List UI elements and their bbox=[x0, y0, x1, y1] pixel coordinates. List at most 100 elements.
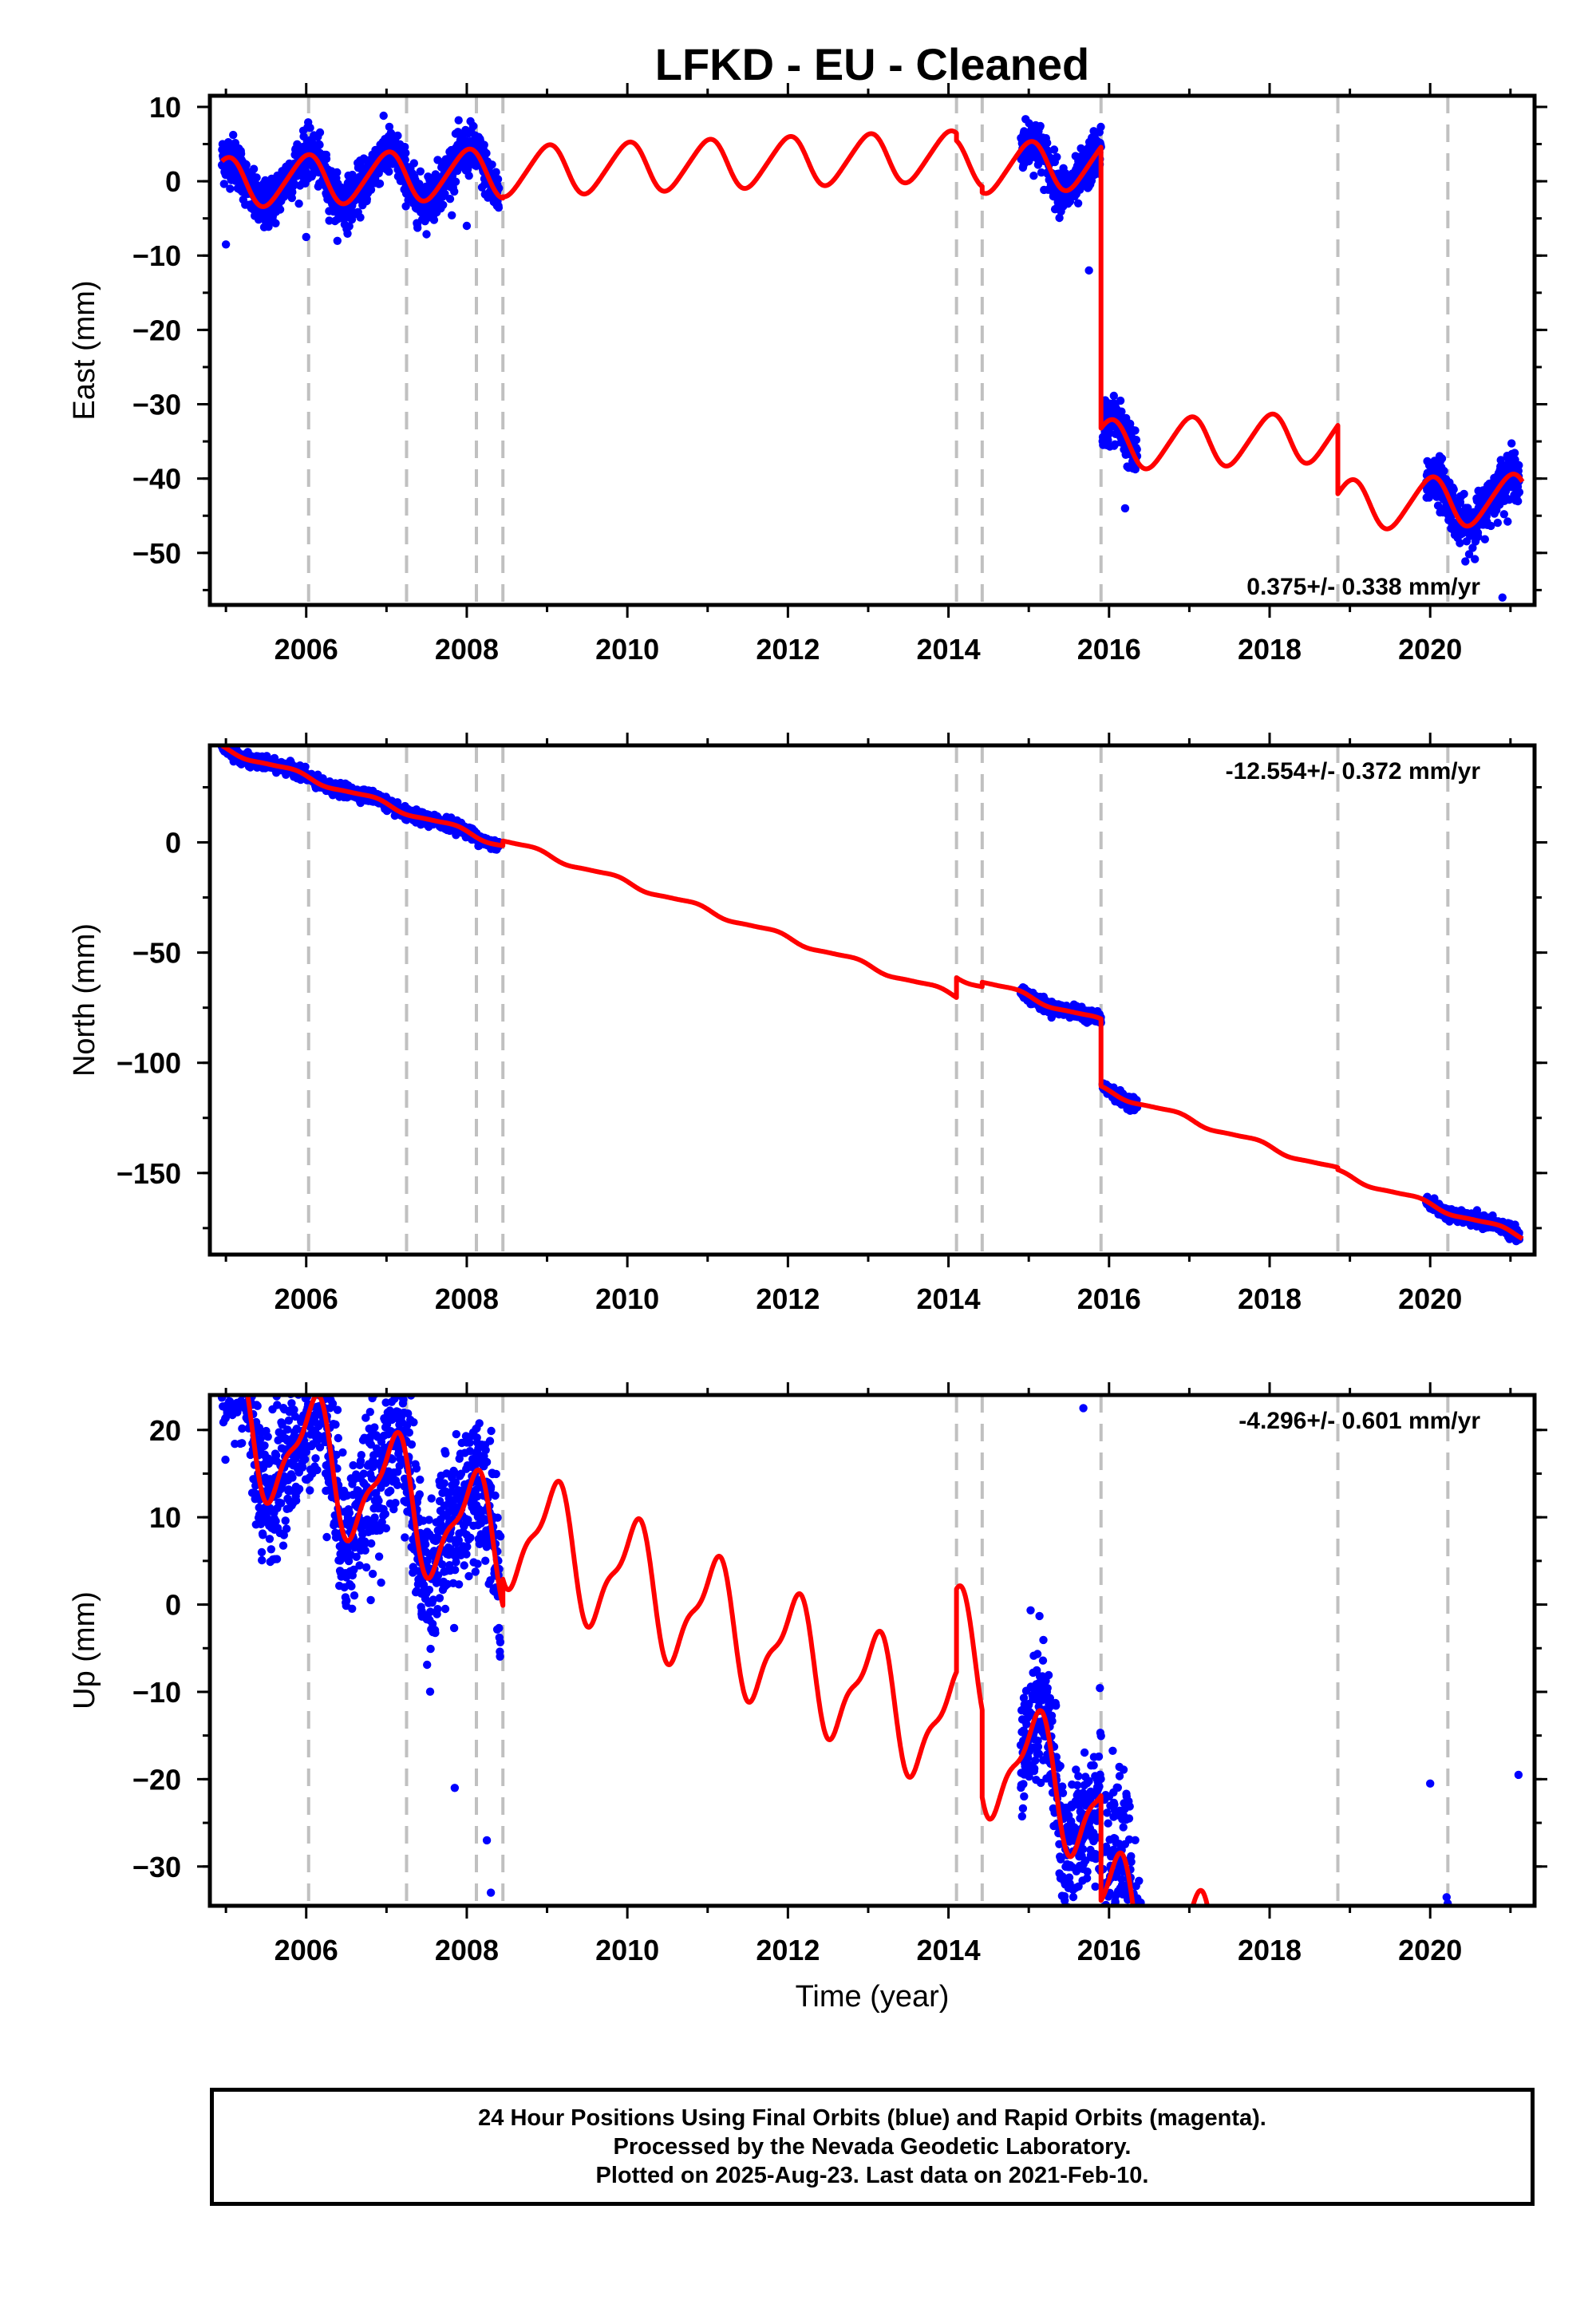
data-point-145 bbox=[250, 1306, 258, 1314]
data-point-85 bbox=[236, 1362, 244, 1369]
data-point-224 bbox=[267, 1545, 275, 1554]
data-point-6 bbox=[219, 1350, 227, 1358]
data-point-1624 bbox=[1096, 122, 1105, 132]
y-tick-label-0: 0 bbox=[165, 165, 181, 198]
data-point-21 bbox=[223, 1354, 231, 1362]
data-point-523 bbox=[333, 168, 342, 177]
y-tick-label-10: 10 bbox=[149, 91, 181, 124]
y-tick-label-0: 0 bbox=[165, 827, 181, 860]
data-point-14 bbox=[221, 1362, 229, 1369]
plot-frame bbox=[207, 93, 1537, 607]
data-point-1202 bbox=[482, 148, 491, 158]
data-point-3 bbox=[219, 1367, 227, 1375]
data-point-51 bbox=[229, 130, 238, 140]
data-point-1380 bbox=[1043, 138, 1052, 148]
data-point-1063 bbox=[451, 177, 460, 186]
data-point-75 bbox=[235, 1374, 243, 1382]
data-point-902 bbox=[416, 167, 425, 176]
data-point-2186 bbox=[1510, 449, 1519, 457]
data-point-835 bbox=[401, 148, 410, 157]
data-point-350 bbox=[294, 200, 303, 208]
data-point-1909 bbox=[1449, 485, 1458, 494]
outlier-point-5 bbox=[1498, 593, 1507, 602]
x-tick-label-2018: 2018 bbox=[1238, 633, 1302, 666]
data-point-367 bbox=[298, 1463, 307, 1472]
y-tick-label--50: −50 bbox=[132, 537, 181, 570]
data-point-99 bbox=[239, 1373, 247, 1381]
data-point-1979 bbox=[1464, 550, 1474, 559]
data-point-145 bbox=[249, 164, 259, 173]
data-point-45 bbox=[227, 1367, 235, 1375]
data-point-133 bbox=[247, 1346, 255, 1354]
data-point-321 bbox=[288, 1473, 297, 1482]
data-point-446 bbox=[315, 128, 325, 137]
data-point-162 bbox=[253, 1401, 262, 1410]
data-point-1779 bbox=[1132, 436, 1141, 445]
data-point-571 bbox=[343, 229, 352, 238]
data-point-54 bbox=[230, 1333, 238, 1341]
data-points bbox=[217, 745, 1524, 1246]
data-point-121 bbox=[244, 1377, 252, 1385]
data-point-2 bbox=[218, 1360, 226, 1368]
data-point-2020 bbox=[1474, 532, 1483, 541]
y-tick-label--50: −50 bbox=[132, 937, 181, 970]
x-tick-label-2006: 2006 bbox=[275, 633, 338, 666]
x-tick-label-2008: 2008 bbox=[435, 633, 499, 666]
data-point-1956 bbox=[1460, 489, 1468, 499]
data-point-56 bbox=[230, 1336, 238, 1344]
data-point-10 bbox=[219, 180, 228, 188]
data-point-111 bbox=[242, 160, 251, 169]
data-point-118 bbox=[243, 1374, 251, 1382]
data-point-94 bbox=[239, 1361, 247, 1369]
data-point-53 bbox=[230, 1324, 238, 1332]
rate-label: 0.375+/- 0.338 mm/yr bbox=[1246, 574, 1480, 600]
data-point-103 bbox=[240, 1338, 248, 1346]
data-point-50 bbox=[229, 1324, 237, 1332]
data-point-659 bbox=[362, 195, 371, 204]
data-point-83 bbox=[236, 1362, 244, 1369]
data-point-833 bbox=[401, 156, 409, 164]
outlier-point-4 bbox=[1120, 504, 1130, 513]
data-point-629 bbox=[356, 213, 365, 222]
data-point-82 bbox=[236, 1376, 244, 1384]
data-point-108 bbox=[242, 1348, 250, 1356]
data-point-1076 bbox=[454, 116, 463, 124]
y-tick-label--10: −10 bbox=[132, 239, 181, 272]
data-point-112 bbox=[243, 1358, 251, 1366]
data-point-1056 bbox=[450, 187, 459, 196]
data-point-28 bbox=[224, 1371, 232, 1379]
y-tick-label--100: −100 bbox=[117, 1047, 181, 1080]
rate-label: -12.554+/- 0.372 mm/yr bbox=[1226, 758, 1481, 785]
data-point-81 bbox=[235, 1327, 243, 1335]
data-point-74 bbox=[234, 1357, 242, 1365]
data-point-37 bbox=[226, 1354, 234, 1362]
data-point-289 bbox=[281, 1516, 290, 1525]
data-point-100 bbox=[239, 1372, 247, 1380]
data-point-678 bbox=[366, 185, 376, 194]
x-tick-label-2014: 2014 bbox=[917, 1282, 981, 1315]
data-point-77 bbox=[235, 1319, 243, 1327]
data-point-250 bbox=[272, 1555, 282, 1563]
data-point-76 bbox=[235, 1345, 243, 1353]
data-point-89 bbox=[237, 1370, 245, 1378]
data-point-91 bbox=[238, 1439, 247, 1448]
data-point-135 bbox=[247, 1374, 255, 1382]
data-point-579 bbox=[345, 222, 354, 231]
x-tick-label-2006: 2006 bbox=[275, 1282, 338, 1315]
data-point-119 bbox=[244, 1374, 252, 1382]
data-point-718 bbox=[375, 179, 385, 188]
data-point-80 bbox=[235, 1348, 243, 1356]
data-point-265 bbox=[275, 205, 285, 214]
model-curve bbox=[219, 128, 1525, 532]
panel-north: 2006 2008 2010 2012 2014 2016 2018 20200−50−100… bbox=[68, 733, 1547, 1315]
data-point-197 bbox=[261, 176, 270, 185]
data-point-1995 bbox=[1468, 543, 1477, 552]
data-point-1973 bbox=[1464, 504, 1472, 512]
data-point-1797 bbox=[1424, 493, 1434, 502]
data-point-78 bbox=[235, 1379, 243, 1387]
data-point-889 bbox=[413, 223, 422, 232]
data-point-1838 bbox=[1433, 501, 1443, 510]
data-point-1255 bbox=[493, 175, 503, 184]
data-point-2205 bbox=[1515, 460, 1523, 470]
data-point-401 bbox=[306, 124, 314, 132]
